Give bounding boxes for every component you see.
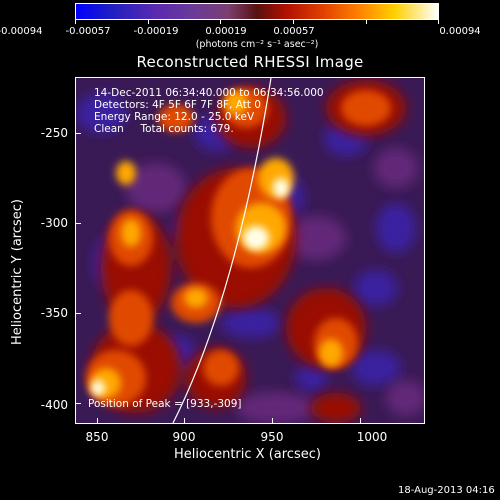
colorbar <box>75 3 439 20</box>
colorbar-tick-label: -0.00057 <box>65 26 111 37</box>
y-tick <box>75 313 81 314</box>
y-tick-label: -400 <box>40 398 68 412</box>
peak-position: Position of Peak = [933,-309] <box>88 398 242 410</box>
x-tick-label: 950 <box>260 430 284 444</box>
x-tick <box>184 418 185 424</box>
info-clean-counts: Clean Total counts: 679. <box>94 123 234 135</box>
x-axis-title: Heliocentric X (arcsec) <box>174 447 321 462</box>
rhessi-image <box>75 77 425 424</box>
y-tick-label: -250 <box>40 126 68 140</box>
y-tick <box>75 133 81 134</box>
colorbar-tick-label: 0.00019 <box>205 26 247 37</box>
x-tick-label: 850 <box>85 430 109 444</box>
x-tick <box>272 418 273 424</box>
colorbar-tick-label: 0.00094 <box>439 26 481 37</box>
x-tick <box>360 418 361 424</box>
rhessi-image-canvas <box>76 78 424 423</box>
y-tick-label: -350 <box>40 306 68 320</box>
info-energy-range: Energy Range: 12.0 - 25.0 keV <box>94 111 255 123</box>
y-axis-title: Heliocentric Y (arcsec) <box>10 199 25 345</box>
colorbar-tick <box>293 20 294 24</box>
y-tick <box>75 403 81 404</box>
x-tick-label: 900 <box>172 430 196 444</box>
colorbar-gradient <box>76 4 438 19</box>
colorbar-tick-label: 0.00057 <box>273 26 315 37</box>
colorbar-units: (photons cm⁻² s⁻¹ asec⁻²) <box>195 39 319 50</box>
colorbar-tick <box>220 20 221 24</box>
x-tick-label: 1000 <box>356 430 388 444</box>
plot-title: Reconstructed RHESSI Image <box>136 53 364 71</box>
colorbar-tick <box>148 20 149 24</box>
colorbar-tick <box>366 20 367 24</box>
y-tick <box>75 223 81 224</box>
colorbar-tick <box>75 20 76 24</box>
colorbar-tick-label: -0.00094 <box>0 26 43 37</box>
y-tick-label: -300 <box>40 216 68 230</box>
generation-timestamp: 18-Aug-2013 04:16 <box>398 485 495 496</box>
info-detectors: Detectors: 4F 5F 6F 7F 8F, Att 0 <box>94 99 261 111</box>
colorbar-tick-label: -0.00019 <box>133 26 179 37</box>
colorbar-tick <box>438 20 439 24</box>
info-time-range: 14-Dec-2011 06:34:40.000 to 06:34:56.000 <box>94 87 324 99</box>
x-tick <box>97 418 98 424</box>
